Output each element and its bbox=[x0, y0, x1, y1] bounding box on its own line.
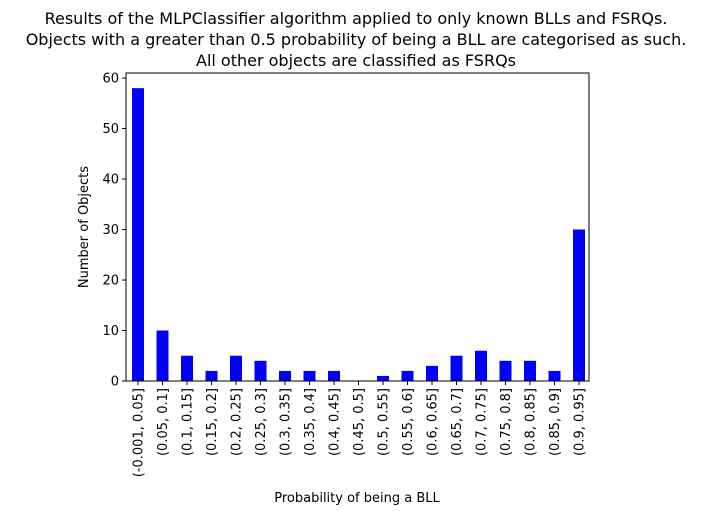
bar bbox=[279, 370, 291, 381]
x-tick-label: (0.35, 0.4] bbox=[303, 388, 318, 456]
bar bbox=[205, 370, 218, 381]
bar bbox=[524, 360, 536, 381]
bar bbox=[573, 229, 585, 381]
y-tick-label: 50 bbox=[102, 122, 119, 137]
x-axis-label: Probability of being a BLL bbox=[274, 491, 440, 506]
bar bbox=[132, 88, 144, 382]
x-axis-ticks: (-0.001, 0.05] (0.05, 0.1] (0.1, 0.15] (0.1… bbox=[132, 381, 588, 477]
bar bbox=[401, 370, 414, 381]
chart-title: Results of the MLPClassifier algorithm a… bbox=[26, 9, 687, 70]
x-tick-label: (0.9, 0.95] bbox=[573, 388, 588, 456]
x-tick-label: (-0.001, 0.05] bbox=[132, 388, 147, 477]
title-line-2: Objects with a greater than 0.5 probabil… bbox=[26, 30, 687, 49]
x-tick-label: (0.05, 0.1] bbox=[156, 388, 171, 456]
x-tick-label: (0.65, 0.7] bbox=[450, 388, 465, 456]
x-tick-label: (0.7, 0.75] bbox=[475, 388, 490, 456]
x-tick-label: (0.1, 0.15] bbox=[181, 388, 196, 456]
x-tick-label: (0.45, 0.5] bbox=[352, 388, 367, 456]
x-tick-label: (0.25, 0.3] bbox=[254, 388, 269, 456]
bar bbox=[303, 370, 316, 381]
bar bbox=[254, 360, 267, 381]
bar bbox=[377, 375, 389, 381]
x-tick-label: (0.3, 0.35] bbox=[279, 388, 294, 456]
x-tick-label: (0.15, 0.2] bbox=[205, 388, 220, 456]
bar bbox=[548, 370, 561, 381]
bar bbox=[230, 355, 242, 381]
y-tick-label: 20 bbox=[102, 274, 119, 289]
bar bbox=[156, 330, 169, 381]
y-tick-label: 30 bbox=[102, 223, 119, 238]
x-tick-label: (0.4, 0.45] bbox=[328, 388, 343, 456]
bar bbox=[475, 350, 487, 381]
title-line-1: Results of the MLPClassifier algorithm a… bbox=[45, 9, 668, 28]
bar bbox=[181, 355, 193, 381]
y-tick-label: 0 bbox=[111, 375, 119, 390]
x-tick-label: (0.75, 0.8] bbox=[499, 388, 514, 456]
x-tick-label: (0.6, 0.65] bbox=[426, 388, 441, 456]
plot-frame bbox=[125, 72, 590, 382]
x-tick-label: (0.2, 0.25] bbox=[230, 388, 245, 456]
bar bbox=[426, 365, 438, 381]
x-tick-label: (0.55, 0.6] bbox=[401, 388, 416, 456]
y-axis-ticks: 0 10 20 30 40 50 60 bbox=[102, 72, 126, 390]
x-tick-label: (0.85, 0.9] bbox=[548, 388, 563, 456]
y-tick-label: 10 bbox=[102, 324, 119, 339]
x-tick-label: (0.8, 0.85] bbox=[524, 388, 539, 456]
bar bbox=[328, 370, 340, 381]
y-tick-label: 40 bbox=[102, 173, 119, 188]
bars bbox=[132, 88, 585, 382]
bar bbox=[450, 355, 463, 381]
y-tick-label: 60 bbox=[102, 72, 119, 87]
bar bbox=[499, 360, 512, 381]
title-line-3: All other objects are classified as FSRQ… bbox=[196, 51, 516, 70]
x-tick-label: (0.5, 0.55] bbox=[377, 388, 392, 456]
y-axis-label: Number of Objects bbox=[77, 166, 92, 288]
